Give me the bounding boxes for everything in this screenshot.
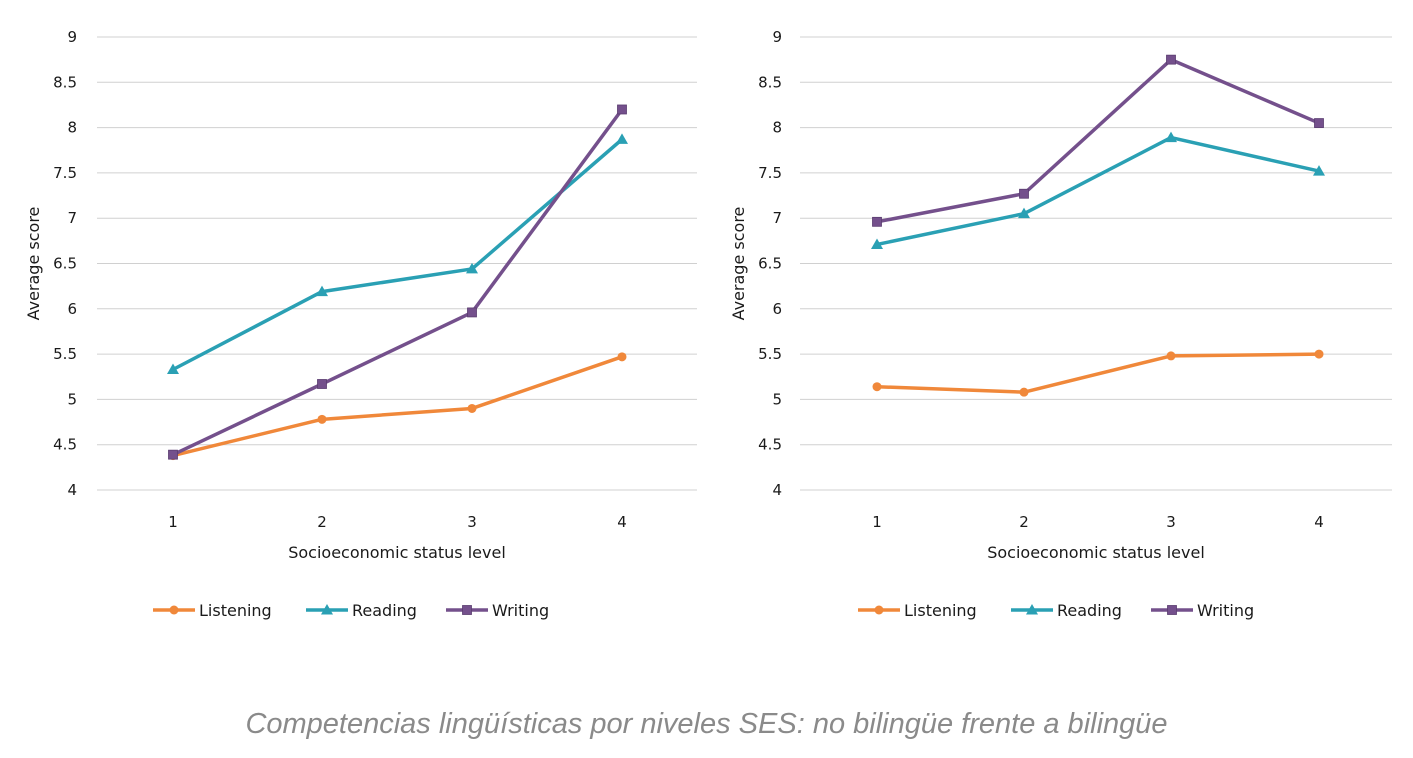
right-series-reading-point bbox=[871, 238, 883, 249]
left-ytick-label: 4.5 bbox=[53, 436, 77, 454]
right-series-reading-point bbox=[1313, 165, 1325, 176]
right-series-listening-point bbox=[1166, 351, 1176, 361]
left-series-writing-point bbox=[317, 379, 327, 389]
right-series-listening-point bbox=[1314, 349, 1324, 359]
left-series-reading-point bbox=[616, 133, 628, 144]
left-y-axis-title: Average score bbox=[24, 207, 43, 321]
right-xtick-label: 1 bbox=[872, 513, 882, 531]
right-ytick-label: 8.5 bbox=[758, 73, 782, 91]
right-ytick-label: 4 bbox=[772, 481, 782, 499]
right-series-reading-point bbox=[1165, 131, 1177, 143]
left-series-reading-point bbox=[167, 363, 179, 375]
left-xtick-label: 2 bbox=[317, 513, 327, 531]
right-ytick-label: 4.5 bbox=[758, 436, 782, 454]
right-ytick-label: 7.5 bbox=[758, 164, 782, 182]
left-legend-item-reading: Reading bbox=[306, 601, 417, 620]
right-legend-swatch-marker bbox=[1167, 605, 1177, 615]
right-series-listening-line bbox=[875, 352, 1321, 394]
left-series-listening-point bbox=[617, 352, 627, 362]
left-legend-label: Reading bbox=[352, 601, 417, 620]
chart-right: 4 4.5 5 5.5 6 6.5 7 7.5 8 8.5 9 1 2 3 4 Socioeconomic s… bbox=[729, 28, 1392, 620]
left-series-writing-point bbox=[617, 104, 627, 115]
left-ytick-label: 4 bbox=[67, 481, 77, 499]
left-series-reading-point bbox=[466, 262, 478, 274]
right-series-writing-point bbox=[1314, 118, 1324, 128]
left-ytick-label: 7 bbox=[67, 209, 77, 227]
right-series-listening-point bbox=[1019, 387, 1029, 397]
right-ytick-label: 5 bbox=[772, 390, 782, 408]
left-xtick-label: 4 bbox=[617, 513, 627, 531]
right-legend-swatch-marker bbox=[1026, 604, 1038, 615]
left-xtick-label: 3 bbox=[467, 513, 477, 531]
left-x-axis-title: Socioeconomic status level bbox=[288, 543, 506, 562]
left-legend-label: Listening bbox=[199, 601, 272, 620]
left-ytick-label: 9 bbox=[67, 28, 77, 46]
figure-caption: Competencias lingüísticas por niveles SE… bbox=[245, 708, 1168, 740]
left-series-writing-line bbox=[171, 107, 624, 457]
left-legend-label: Writing bbox=[492, 601, 549, 620]
chart-left: 4 4.5 5 5.5 6 6.5 7 7.5 8 8.5 9 1 2 3 4 Socioeconomic s… bbox=[24, 28, 697, 620]
right-legend-item-writing: Writing bbox=[1151, 601, 1254, 620]
right-ytick-label: 9 bbox=[772, 28, 782, 46]
right-series-writing-point bbox=[872, 216, 882, 227]
right-xtick-label: 2 bbox=[1019, 513, 1029, 531]
right-legend-item-reading: Reading bbox=[1011, 601, 1122, 620]
left-series-listening-point bbox=[317, 414, 327, 424]
right-series-listening-point bbox=[872, 382, 882, 392]
left-ytick-label: 5 bbox=[67, 390, 77, 408]
left-ytick-label: 5.5 bbox=[53, 345, 77, 363]
left-legend-swatch-marker bbox=[462, 605, 472, 615]
left-legend-item-writing: Writing bbox=[446, 601, 549, 620]
left-legend-swatch-marker bbox=[169, 605, 179, 615]
right-series-reading-line bbox=[875, 135, 1321, 247]
right-ytick-label: 5.5 bbox=[758, 345, 782, 363]
right-legend-label: Listening bbox=[904, 601, 977, 620]
left-ytick-label: 7.5 bbox=[53, 164, 77, 182]
left-ytick-label: 8.5 bbox=[53, 73, 77, 91]
left-ytick-label: 6 bbox=[67, 300, 77, 318]
right-ytick-label: 7 bbox=[772, 209, 782, 227]
right-xtick-label: 4 bbox=[1314, 513, 1324, 531]
right-ytick-label: 6.5 bbox=[758, 255, 782, 273]
left-xtick-label: 1 bbox=[168, 513, 178, 531]
left-series-listening-point bbox=[467, 403, 477, 413]
right-series-writing-point bbox=[1019, 188, 1029, 199]
right-ytick-label: 8 bbox=[772, 119, 782, 137]
left-legend-swatch-marker bbox=[321, 604, 333, 615]
left-series-reading-point bbox=[316, 285, 328, 297]
right-series-writing-point bbox=[1166, 54, 1176, 65]
right-x-axis-title: Socioeconomic status level bbox=[987, 543, 1205, 562]
right-xtick-label: 3 bbox=[1166, 513, 1176, 531]
right-ytick-label: 6 bbox=[772, 300, 782, 318]
left-series-writing-point bbox=[467, 307, 477, 318]
left-series-writing-point bbox=[168, 449, 178, 460]
left-ytick-label: 6.5 bbox=[53, 255, 77, 273]
chart-right-panel: 4 4.5 5 5.5 6 6.5 7 7.5 8 8.5 9 1 2 3 4 Socioeconomic s… bbox=[705, 0, 1413, 650]
left-legend-item-listening: Listening bbox=[153, 601, 272, 620]
right-legend-swatch-marker bbox=[874, 605, 884, 615]
left-ytick-label: 8 bbox=[67, 119, 77, 137]
left-series-reading-line bbox=[171, 137, 624, 372]
right-legend-item-listening: Listening bbox=[858, 601, 977, 620]
right-y-axis-title: Average score bbox=[729, 207, 748, 321]
right-series-reading-point bbox=[1018, 207, 1030, 219]
chart-left-panel: 4 4.5 5 5.5 6 6.5 7 7.5 8 8.5 9 1 2 3 4 Socioeconomic s… bbox=[0, 0, 705, 650]
right-legend-label: Reading bbox=[1057, 601, 1122, 620]
left-series-listening-line bbox=[171, 355, 624, 458]
right-series-writing-line bbox=[875, 57, 1321, 224]
right-legend-label: Writing bbox=[1197, 601, 1254, 620]
